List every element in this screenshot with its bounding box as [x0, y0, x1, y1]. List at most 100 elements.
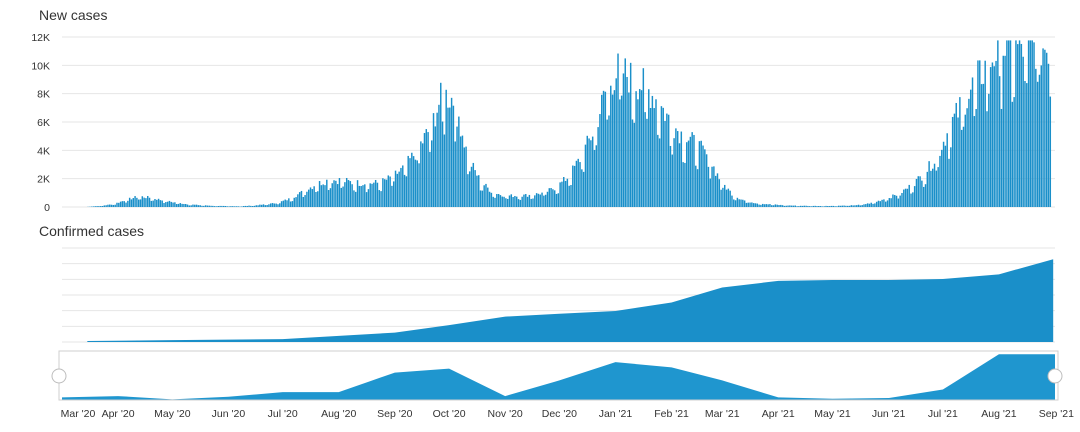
new-cases-bar	[637, 99, 639, 207]
new-cases-bar	[425, 129, 428, 207]
new-cases-bar	[684, 162, 686, 207]
new-cases-bar	[693, 134, 695, 207]
new-cases-bar	[792, 205, 795, 207]
new-cases-bar	[336, 184, 339, 207]
new-cases-bar	[125, 202, 127, 207]
new-cases-bar	[210, 205, 212, 207]
new-cases-bar	[664, 120, 666, 207]
new-cases-bar	[174, 202, 176, 207]
new-cases-bar	[159, 200, 162, 207]
new-cases-bar	[868, 203, 871, 207]
new-cases-bar	[599, 114, 601, 207]
new-cases-bar	[445, 89, 447, 207]
new-cases-bar	[317, 191, 319, 207]
new-cases-bar	[385, 179, 388, 207]
new-cases-bar	[492, 196, 494, 207]
month-tick-label: Sep '21	[1039, 408, 1074, 420]
new-cases-y-tick-label: 6K	[37, 117, 50, 129]
new-cases-bar	[186, 204, 189, 207]
new-cases-bar	[866, 203, 869, 207]
new-cases-bar	[284, 199, 286, 207]
new-cases-bar	[702, 145, 704, 207]
new-cases-bar	[327, 190, 330, 207]
new-cases-bar	[313, 186, 315, 207]
new-cases-bar	[499, 195, 502, 207]
month-tick-label: Sep '20	[377, 408, 412, 420]
new-cases-bar	[92, 206, 95, 207]
new-cases-bar	[429, 151, 431, 207]
new-cases-bar	[389, 176, 391, 207]
new-cases-bar	[964, 114, 967, 207]
new-cases-bar	[662, 107, 664, 207]
new-cases-bar	[812, 205, 815, 207]
new-cases-bar	[282, 200, 285, 207]
new-cases-bar	[456, 126, 458, 207]
new-cases-bar	[192, 204, 194, 207]
new-cases-bar	[640, 90, 643, 207]
new-cases-bar	[550, 188, 552, 207]
new-cases-bar	[479, 190, 482, 207]
new-cases-bar	[564, 180, 567, 207]
new-cases-bar	[689, 136, 692, 207]
new-cases-bar	[329, 188, 332, 207]
new-cases-bar	[512, 197, 514, 207]
new-cases-bar	[320, 185, 323, 207]
new-cases-bar	[132, 198, 134, 207]
new-cases-bar	[666, 113, 668, 207]
new-cases-bar	[660, 106, 663, 207]
new-cases-bar	[367, 189, 370, 207]
new-cases-bar	[465, 146, 467, 207]
month-tick-label: Aug '20	[321, 408, 356, 420]
navigator-left-handle[interactable]	[51, 368, 67, 384]
new-cases-bar	[989, 67, 992, 208]
new-cases-bar	[935, 170, 938, 207]
new-cases-bar	[921, 180, 923, 207]
new-cases-bar	[168, 200, 171, 207]
new-cases-bar	[118, 202, 120, 207]
new-cases-bar	[932, 168, 934, 207]
new-cases-bar	[190, 205, 192, 207]
new-cases-bar	[836, 206, 838, 207]
new-cases-bar	[355, 191, 357, 207]
new-cases-bar	[901, 193, 903, 207]
new-cases-bar	[875, 201, 878, 207]
new-cases-bar	[617, 53, 619, 207]
new-cases-bar	[707, 166, 710, 207]
new-cases-bar	[1013, 97, 1015, 207]
new-cases-bar	[761, 203, 764, 207]
new-cases-bar	[143, 197, 145, 207]
new-cases-bar	[333, 180, 335, 207]
new-cases-bar	[608, 115, 610, 207]
new-cases-bar	[646, 118, 648, 207]
new-cases-bar	[890, 198, 892, 207]
month-tick-label: May '20	[154, 408, 191, 420]
new-cases-bar	[449, 107, 451, 207]
new-cases-bar	[790, 205, 793, 207]
new-cases-bar	[237, 206, 239, 207]
new-cases-bar	[955, 102, 957, 207]
confirmed-cases-area	[87, 259, 1054, 342]
new-cases-bar	[293, 197, 295, 207]
new-cases-bar	[814, 205, 816, 207]
new-cases-bar	[783, 205, 786, 207]
new-cases-bar	[382, 178, 384, 207]
new-cases-bar	[904, 188, 907, 207]
range-navigator[interactable]	[51, 350, 1063, 401]
navigator-right-handle[interactable]	[1047, 368, 1063, 384]
new-cases-bar	[913, 186, 916, 207]
month-axis: Mar '20 Apr '20 May '20 Jun '20 Jul '20 Aug '…	[61, 408, 1074, 420]
new-cases-bar	[711, 166, 713, 207]
new-cases-bar	[953, 113, 956, 207]
new-cases-bar	[432, 113, 435, 207]
new-cases-bar	[629, 62, 632, 207]
new-cases-bar	[941, 149, 943, 207]
new-cases-bar	[405, 176, 408, 207]
new-cases-bar	[271, 203, 274, 207]
new-cases-bar	[145, 198, 147, 207]
new-cases-bar	[888, 198, 891, 207]
new-cases-bar	[651, 95, 654, 207]
new-cases-bar	[222, 205, 225, 207]
new-cases-bar	[861, 205, 863, 207]
new-cases-bar	[458, 116, 460, 207]
new-cases-bar	[1018, 40, 1021, 208]
